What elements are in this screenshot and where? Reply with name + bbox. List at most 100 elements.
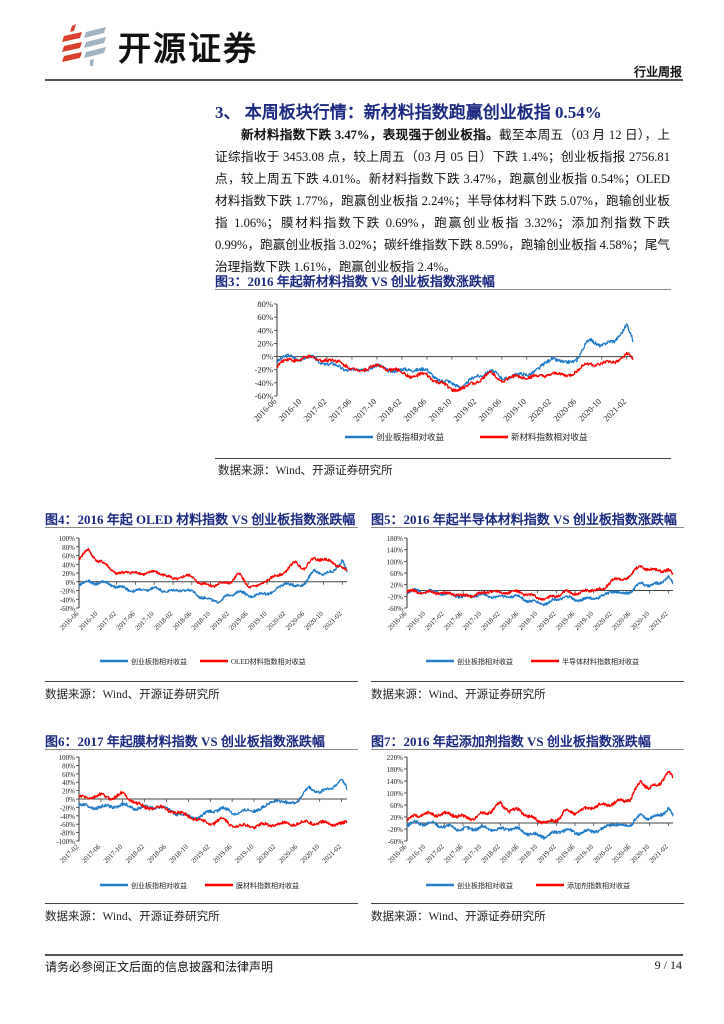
y-tick-label: 100% — [59, 754, 76, 762]
x-tick-label: 2020-02 — [526, 396, 553, 423]
x-tick-label: 2020-06 — [610, 609, 633, 632]
x-tick-label: 2021-02 — [322, 609, 345, 632]
y-tick-label: 100% — [387, 790, 404, 798]
x-tick-label: 2020-02 — [592, 842, 615, 865]
y-tick-label: 100% — [387, 558, 404, 566]
x-tick-label: 2018-02 — [152, 609, 175, 632]
y-tick-label: 80% — [62, 762, 75, 770]
y-tick-label: 60% — [390, 802, 403, 810]
x-tick-label: 2017-02 — [424, 609, 447, 632]
x-tick-label: 2019-10 — [246, 609, 269, 632]
figure-3-title: 图3：2016 年起新材料指数 VS 创业板指数涨跌幅 — [215, 274, 495, 289]
x-tick-label: 2019-02 — [451, 396, 478, 423]
x-tick-label: 2017-02 — [424, 842, 447, 865]
x-tick-label: 2019-02 — [190, 842, 213, 865]
figure-5-title: 图5：2016 年起半导体材料指数 VS 创业板指数涨跌幅 — [371, 512, 677, 527]
y-tick-label: 40% — [257, 325, 273, 335]
figure-7-title-rule — [371, 749, 684, 750]
x-tick-label: 2019-06 — [476, 396, 503, 423]
legend-label: 创业板指相对收益 — [457, 657, 513, 666]
y-tick-label: 60% — [390, 570, 403, 578]
x-tick-label: 2018-10 — [190, 609, 213, 632]
y-tick-label: -40% — [60, 596, 75, 604]
figure-6-source: 数据来源：Wind、开源证券研究所 — [45, 911, 220, 923]
y-tick-label: -60% — [255, 391, 273, 401]
x-tick-label: 2020-02 — [255, 842, 278, 865]
x-tick-label: 2020-06 — [277, 842, 300, 865]
figure-7-source: 数据来源：Wind、开源证券研究所 — [371, 911, 546, 923]
series-line-chinext — [406, 806, 674, 840]
legend-label: 膜材料指数相对收益 — [236, 881, 299, 890]
y-tick-label: 100% — [59, 535, 76, 543]
x-tick-label: 2017-06 — [442, 609, 465, 632]
x-tick-label: 2018-02 — [124, 842, 147, 865]
x-tick-label: 2020-02 — [592, 609, 615, 632]
figure-6-chart: 100%80%60%40%20%0%-20%-40%-60%-80%-100% 2… — [56, 754, 348, 890]
x-tick-label: 2019-06 — [554, 842, 577, 865]
x-tick-label: 2018-10 — [517, 609, 540, 632]
x-tick-label: 2016-10 — [405, 609, 428, 632]
y-tick-label: -40% — [60, 813, 75, 821]
x-tick-label: 2017-10 — [461, 609, 484, 632]
series-line-sector — [78, 548, 348, 589]
figure-7-title: 图7：2016 年起添加剂指数 VS 创业板指数涨跌幅 — [371, 734, 651, 749]
series-line-chinext — [276, 323, 634, 389]
x-tick-label: 2017-10 — [461, 842, 484, 865]
y-tick-label: 80% — [257, 299, 273, 309]
x-tick-label: 2019-10 — [573, 609, 596, 632]
y-tick-label: -60% — [60, 605, 75, 613]
x-tick-label: 2020-02 — [265, 609, 288, 632]
x-tick-label: 2018-06 — [401, 396, 428, 423]
y-tick-label: 220% — [387, 754, 404, 762]
header-divider — [45, 79, 683, 81]
y-tick-label: 60% — [62, 553, 75, 561]
figure-3-title-rule — [215, 289, 671, 290]
y-tick-label: 140% — [387, 547, 404, 555]
y-tick-label: -60% — [60, 821, 75, 829]
x-tick-label: 2019-02 — [536, 609, 559, 632]
figure-7-bottom-rule — [371, 903, 684, 904]
x-tick-label: 2020-10 — [299, 842, 322, 865]
x-tick-label: 2016-10 — [276, 396, 303, 423]
y-tick-label: 180% — [387, 766, 404, 774]
x-tick-label: 2018-06 — [146, 842, 169, 865]
x-tick-label: 2019-10 — [233, 842, 256, 865]
x-tick-label: 2020-10 — [629, 842, 652, 865]
x-tick-label: 2021-02 — [648, 609, 671, 632]
x-tick-label: 2019-10 — [573, 842, 596, 865]
brand-name: 开源证券 — [118, 29, 258, 68]
y-tick-label: 0% — [66, 796, 76, 804]
x-tick-label: 2017-06 — [326, 396, 353, 423]
x-tick-label: 2018-02 — [480, 609, 503, 632]
figure-3-source: 数据来源：Wind、开源证券研究所 — [218, 465, 393, 477]
x-tick-label: 2018-10 — [168, 842, 191, 865]
x-tick-label: 2018-02 — [376, 396, 403, 423]
y-tick-label: 20% — [62, 570, 75, 578]
x-tick-label: 2018-10 — [517, 842, 540, 865]
x-tick-label: 2018-06 — [498, 842, 521, 865]
x-tick-label: 2017-06 — [442, 842, 465, 865]
figure-4-chart: 100%80%60%40%20%0%-20%-40%-60%2016-06201… — [58, 535, 348, 666]
paragraph-lead: 新材料指数下跌 3.47%，表现强于创业板指。 — [241, 128, 499, 142]
page-number: 9 / 14 — [654, 958, 682, 972]
x-tick-label: 2018-06 — [171, 609, 194, 632]
figure-5-chart: 180%140%100%60%20%-20%-60%2016-062016-10… — [386, 535, 674, 666]
y-tick-label: 0% — [66, 579, 76, 587]
y-tick-label: -20% — [255, 365, 273, 375]
x-tick-label: 2020-10 — [576, 396, 603, 423]
x-tick-label: 2019-02 — [536, 842, 559, 865]
y-tick-label: -20% — [60, 588, 75, 596]
figure-5-title-rule — [371, 527, 684, 528]
legend-label: 新材料指数相对收益 — [511, 432, 588, 442]
figure-4-title-rule — [45, 527, 358, 528]
y-tick-label: -40% — [255, 378, 273, 388]
legend-label: 创业板指相对收益 — [131, 657, 187, 666]
y-tick-label: 20% — [390, 814, 403, 822]
legend-label: OLED材料指数相对收益 — [231, 657, 306, 666]
y-tick-label: 140% — [387, 778, 404, 786]
series-line-sector — [276, 351, 634, 393]
legend-label: 添加剂指数相对收益 — [567, 881, 630, 890]
y-tick-label: 0% — [262, 352, 273, 362]
x-tick-label: 2017-02 — [301, 396, 328, 423]
x-tick-label: 2019-10 — [501, 396, 528, 423]
